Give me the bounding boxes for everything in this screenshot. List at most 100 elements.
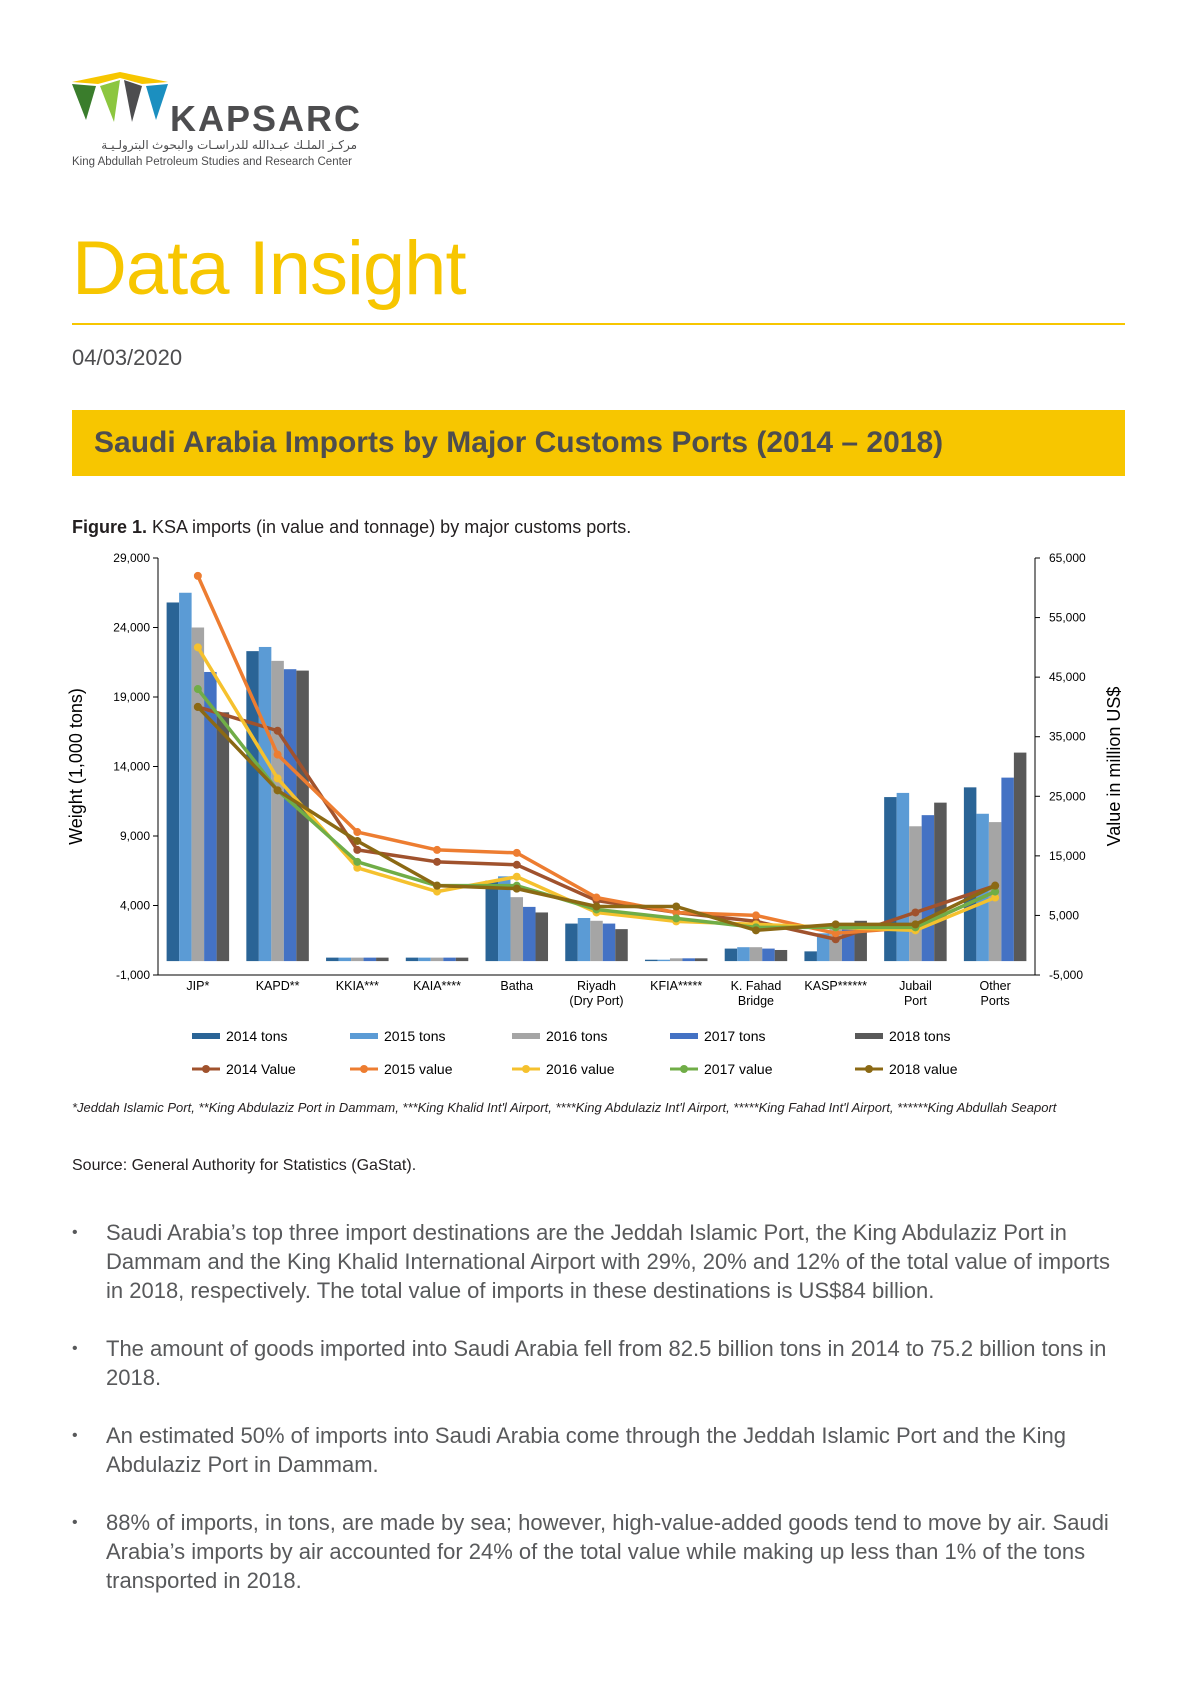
y2-tick-label: 65,000 [1049, 551, 1086, 565]
y2-tick-label: 15,000 [1049, 849, 1086, 863]
bar [258, 646, 272, 962]
bar [338, 957, 352, 962]
section-banner: Saudi Arabia Imports by Major Customs Po… [72, 410, 1125, 476]
legend-label: 2017 value [704, 1061, 773, 1077]
bar [816, 933, 830, 962]
legend-label: 2015 value [384, 1061, 453, 1077]
line-point [273, 774, 282, 783]
y2-tick-label: -5,000 [1049, 968, 1083, 982]
legend-label: 2018 tons [889, 1028, 951, 1044]
y-tick-label: 19,000 [113, 690, 150, 704]
line-point [592, 893, 601, 902]
bar [749, 947, 763, 962]
line-point [751, 911, 760, 920]
y-tick-label: -1,000 [116, 968, 150, 982]
bar [271, 660, 284, 962]
line-point [433, 857, 442, 866]
legend-marker [522, 1065, 530, 1073]
bar [884, 797, 897, 962]
legend-swatch [512, 1033, 540, 1039]
line-point [273, 750, 282, 759]
line-point [193, 685, 202, 694]
logo-english-name: King Abdullah Petroleum Studies and Rese… [72, 156, 353, 168]
y2-tick-label: 45,000 [1049, 670, 1086, 684]
bar [246, 651, 259, 962]
legend-label: 2014 Value [226, 1061, 296, 1077]
logo-arabic-name: مركـز الملـك عبـدالله للدراسـات والبحوث … [101, 138, 357, 152]
list-item: Saudi Arabia’s top three import destinat… [72, 1218, 1132, 1305]
kapsarc-logo: KAPSARC مركـز الملـك عبـدالله للدراسـات … [70, 70, 380, 170]
list-item: 88% of imports, in tons, are made by sea… [72, 1508, 1132, 1595]
line-point [353, 857, 362, 866]
y-tick-label: 4,000 [120, 899, 150, 913]
line-point [991, 887, 1000, 896]
x-tick-label: KKIA*** [336, 979, 379, 993]
legend-swatch [192, 1033, 220, 1039]
legend-label: 2017 tons [704, 1028, 766, 1044]
bar [523, 906, 536, 962]
x-tick-label: KFIA***** [650, 979, 702, 993]
bar [909, 826, 922, 962]
kapsarc-logo-mark-icon [72, 72, 168, 122]
line-point [512, 860, 521, 869]
bar [804, 951, 817, 962]
bar [363, 957, 377, 962]
section-title: Saudi Arabia Imports by Major Customs Po… [94, 426, 944, 459]
bar [896, 792, 910, 962]
chart-footnote: *Jeddah Islamic Port, **King Abdulaziz P… [72, 1100, 1057, 1115]
y2-axis-title: Value in million US$ [1104, 687, 1124, 847]
line-point [911, 908, 920, 917]
x-tick-label: Batha [500, 979, 533, 993]
figure-label: Figure 1. [72, 517, 148, 537]
bar [976, 813, 989, 962]
y-tick-label: 14,000 [113, 760, 150, 774]
line-point [193, 643, 202, 652]
y2-tick-label: 5,000 [1049, 908, 1079, 922]
x-tick-label: KAPD** [256, 979, 300, 993]
bar [682, 958, 695, 962]
x-tick-label: KAIA**** [413, 979, 461, 993]
line-point [512, 884, 521, 893]
bar [1013, 752, 1027, 962]
y-tick-label: 9,000 [120, 829, 150, 843]
bar [694, 958, 708, 962]
line-point [433, 881, 442, 890]
figure-caption: Figure 1. KSA imports (in value and tonn… [72, 517, 631, 538]
line-point [672, 914, 681, 923]
chart-source: Source: General Authority for Statistics… [72, 1157, 417, 1174]
line-point [193, 702, 202, 711]
bar [724, 948, 738, 962]
bar [498, 876, 511, 962]
x-tick-label: (Dry Port) [569, 994, 623, 1008]
y2-tick-label: 25,000 [1049, 789, 1086, 803]
legend-swatch [350, 1033, 378, 1039]
legend-marker [202, 1065, 210, 1073]
page-title: Data Insight [72, 226, 467, 311]
bar [430, 957, 444, 962]
bar [644, 959, 658, 962]
line-point [831, 920, 840, 929]
line-point [193, 571, 202, 580]
x-tick-label: Port [904, 994, 927, 1008]
bar [405, 957, 419, 962]
bar [216, 712, 230, 962]
legend-label: 2016 value [546, 1061, 615, 1077]
x-tick-label: K. Fahad [731, 979, 782, 993]
y-axis-title: Weight (1,000 tons) [66, 688, 86, 845]
bar [351, 957, 364, 962]
line-point [273, 726, 282, 735]
line-point [273, 786, 282, 795]
publication-date: 04/03/2020 [72, 345, 183, 370]
bar [191, 627, 205, 962]
line-point [991, 881, 1000, 890]
line-point [592, 902, 601, 911]
line-point [353, 863, 362, 872]
bar [615, 929, 628, 962]
imports-chart: -1,000 4,000 9,000 14,000 19,000 24,000 29,000… [66, 551, 1124, 1077]
legend-swatch [855, 1033, 883, 1039]
y2-tick-label: 55,000 [1049, 611, 1086, 625]
bar [443, 957, 456, 962]
bar [283, 669, 297, 962]
insight-list: Saudi Arabia’s top three import destinat… [72, 1218, 1132, 1624]
bar [418, 957, 431, 962]
